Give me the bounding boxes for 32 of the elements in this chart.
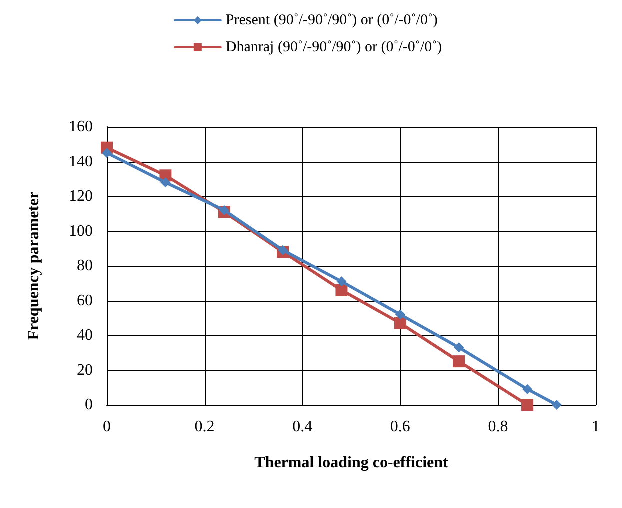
legend-label: Dhanraj (90˚/-90˚/90˚) or (0˚/-0˚/0˚)	[226, 40, 442, 56]
x-tick-label: 0.8	[488, 418, 508, 436]
point	[395, 310, 406, 320]
y-tick-label: 0	[85, 396, 93, 414]
x-tick-label: 0.6	[390, 418, 410, 436]
y-tick-label: 120	[69, 188, 93, 205]
point	[160, 178, 171, 188]
x-tick-label: 1	[592, 418, 600, 436]
x-axis-title: Thermal loading co-efficient	[254, 454, 450, 472]
point	[453, 356, 466, 368]
point	[102, 148, 112, 158]
point	[394, 317, 406, 330]
y-tick-label: 80	[77, 258, 93, 274]
y-tick-label: 100	[69, 222, 93, 240]
x-tick-label: 0	[103, 418, 111, 436]
x-tick-label: 0.2	[194, 418, 215, 436]
point	[522, 384, 533, 394]
point	[278, 245, 288, 256]
legend-label: Present (90˚/-90˚/90˚) or (0˚/-0˚/0˚)	[226, 12, 438, 28]
x-tick-label: 0.4	[292, 418, 313, 436]
y-tick-label: 140	[69, 153, 93, 170]
point	[336, 276, 347, 287]
point	[454, 342, 464, 353]
y-axis-title: Frequency parameter	[26, 192, 42, 340]
y-tick-label: 160	[69, 118, 93, 136]
point	[336, 284, 348, 296]
y-tick-label: 60	[77, 292, 93, 310]
point	[552, 400, 562, 410]
y-tick-label: 20	[77, 362, 93, 379]
point	[522, 399, 534, 411]
point	[219, 205, 230, 216]
y-tick-label: 40	[77, 327, 93, 344]
